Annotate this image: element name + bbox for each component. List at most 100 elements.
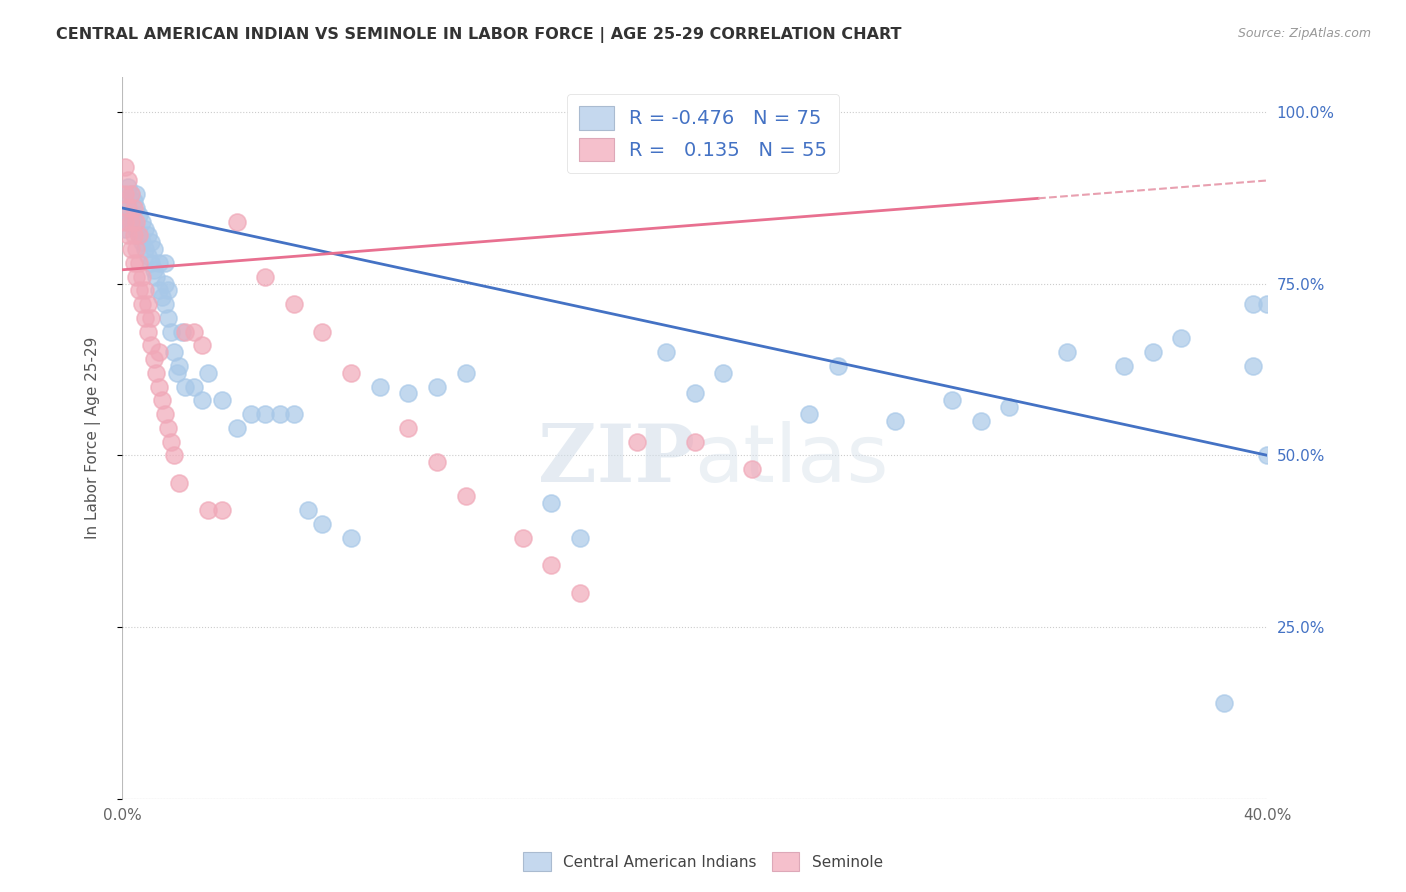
Point — [139, 338, 162, 352]
Point — [166, 366, 188, 380]
Point — [426, 455, 449, 469]
Legend: Central American Indians, Seminole: Central American Indians, Seminole — [517, 847, 889, 877]
Point — [142, 262, 165, 277]
Point — [174, 379, 197, 393]
Point — [827, 359, 849, 373]
Point — [225, 215, 247, 229]
Point — [125, 187, 148, 202]
Point — [797, 407, 820, 421]
Point — [159, 325, 181, 339]
Point — [136, 297, 159, 311]
Point — [454, 490, 477, 504]
Text: ZIP: ZIP — [537, 421, 695, 499]
Point — [1112, 359, 1135, 373]
Point — [970, 414, 993, 428]
Point — [169, 475, 191, 490]
Point — [122, 201, 145, 215]
Point — [197, 503, 219, 517]
Point — [142, 352, 165, 367]
Point — [183, 325, 205, 339]
Point — [156, 421, 179, 435]
Point — [114, 221, 136, 235]
Point — [148, 256, 170, 270]
Point — [156, 310, 179, 325]
Point — [128, 228, 150, 243]
Point — [134, 242, 156, 256]
Point — [655, 345, 678, 359]
Point — [1241, 359, 1264, 373]
Point — [211, 503, 233, 517]
Point — [368, 379, 391, 393]
Point — [139, 256, 162, 270]
Point — [125, 269, 148, 284]
Point — [120, 187, 142, 202]
Point — [136, 249, 159, 263]
Point — [225, 421, 247, 435]
Point — [569, 585, 592, 599]
Point — [884, 414, 907, 428]
Point — [148, 379, 170, 393]
Point — [211, 393, 233, 408]
Point — [125, 221, 148, 235]
Point — [128, 284, 150, 298]
Point — [174, 325, 197, 339]
Point — [117, 173, 139, 187]
Point — [153, 297, 176, 311]
Point — [626, 434, 648, 449]
Point — [159, 434, 181, 449]
Point — [148, 284, 170, 298]
Point — [117, 180, 139, 194]
Point — [134, 221, 156, 235]
Point — [125, 201, 148, 215]
Point — [145, 269, 167, 284]
Point — [150, 290, 173, 304]
Point — [134, 310, 156, 325]
Point — [1213, 696, 1236, 710]
Point — [122, 228, 145, 243]
Point — [683, 386, 706, 401]
Point — [136, 228, 159, 243]
Point — [128, 228, 150, 243]
Point — [117, 201, 139, 215]
Point — [128, 208, 150, 222]
Point — [131, 215, 153, 229]
Point — [1256, 448, 1278, 462]
Point — [156, 284, 179, 298]
Legend: R = -0.476   N = 75, R =   0.135   N = 55: R = -0.476 N = 75, R = 0.135 N = 55 — [567, 95, 839, 173]
Point — [340, 531, 363, 545]
Point — [1256, 297, 1278, 311]
Point — [191, 338, 214, 352]
Point — [117, 228, 139, 243]
Point — [120, 208, 142, 222]
Point — [120, 242, 142, 256]
Point — [134, 284, 156, 298]
Point — [297, 503, 319, 517]
Text: atlas: atlas — [695, 421, 889, 499]
Point — [153, 407, 176, 421]
Point — [117, 215, 139, 229]
Point — [131, 269, 153, 284]
Point — [163, 448, 186, 462]
Point — [998, 400, 1021, 414]
Text: Source: ZipAtlas.com: Source: ZipAtlas.com — [1237, 27, 1371, 40]
Point — [191, 393, 214, 408]
Point — [114, 160, 136, 174]
Point — [125, 242, 148, 256]
Point — [741, 462, 763, 476]
Point — [128, 256, 150, 270]
Point — [239, 407, 262, 421]
Point — [136, 325, 159, 339]
Point — [454, 366, 477, 380]
Point — [1056, 345, 1078, 359]
Point — [426, 379, 449, 393]
Point — [396, 421, 419, 435]
Point — [283, 297, 305, 311]
Point — [153, 277, 176, 291]
Y-axis label: In Labor Force | Age 25-29: In Labor Force | Age 25-29 — [86, 337, 101, 540]
Point — [114, 215, 136, 229]
Point — [139, 310, 162, 325]
Point — [142, 242, 165, 256]
Point — [125, 215, 148, 229]
Point — [145, 366, 167, 380]
Point — [120, 187, 142, 202]
